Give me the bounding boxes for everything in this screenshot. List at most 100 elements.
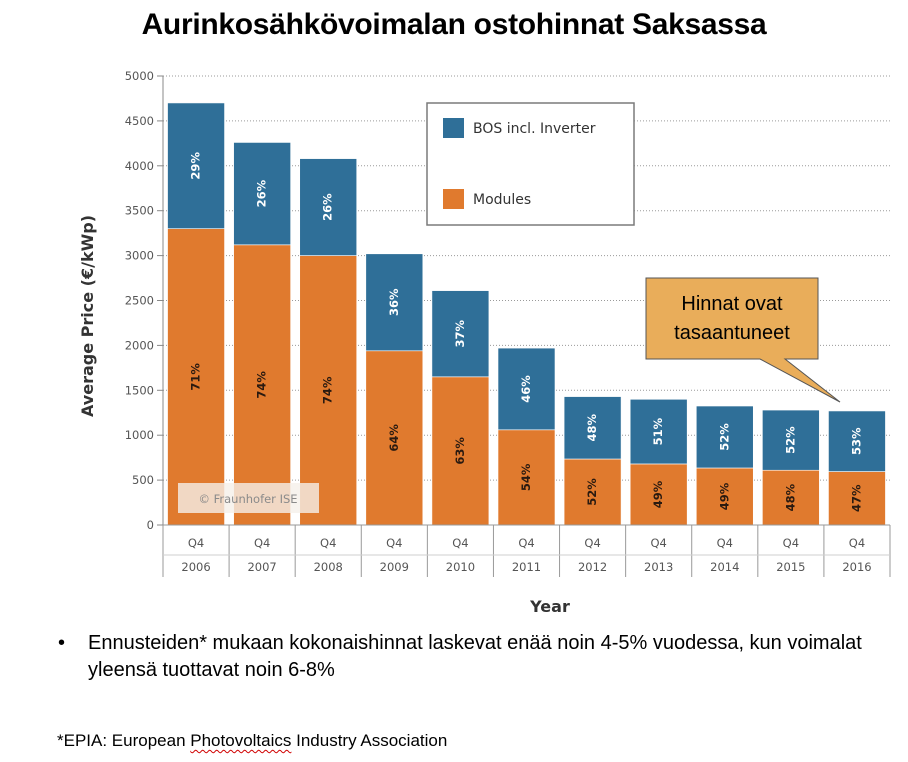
data-label-modules: 63%: [453, 437, 467, 465]
data-label-modules: 71%: [189, 363, 203, 391]
bar-bos: [629, 398, 688, 465]
x-tick-label-year: 2013: [644, 560, 673, 574]
data-label-bos: 48%: [585, 414, 599, 442]
bar-bos: [233, 142, 291, 246]
legend: BOS incl. Inverter Modules: [426, 102, 635, 226]
callout-bubble: [645, 277, 841, 403]
bar-modules: [629, 463, 688, 526]
callout-line-2: tasaantuneet: [674, 322, 790, 344]
y-tick-label: 3500: [125, 204, 154, 218]
bar-bos: [563, 396, 622, 460]
y-tick-label: 2000: [125, 338, 154, 352]
footnote: *EPIA: European Photovoltaics Industry A…: [57, 731, 447, 751]
bar-modules: [233, 244, 291, 526]
y-tick-label: 5000: [125, 69, 154, 83]
x-tick-label-quarter: Q4: [518, 536, 534, 550]
x-axis-title: Year: [529, 597, 570, 616]
x-tick-label-quarter: Q4: [188, 536, 204, 550]
x-tick-label-year: 2014: [710, 560, 739, 574]
bar-bos: [828, 410, 886, 472]
y-tick-label: 500: [132, 473, 154, 487]
data-label-bos: 52%: [783, 426, 797, 454]
x-tick-label-year: 2012: [578, 560, 607, 574]
y-tick-label: 4500: [125, 114, 154, 128]
x-tick-label-year: 2015: [776, 560, 805, 574]
bar-modules: [563, 458, 622, 526]
data-label-modules: 52%: [585, 478, 599, 506]
data-label-modules: 49%: [717, 482, 731, 510]
legend-swatch-bos: [443, 118, 464, 138]
x-tick-label-quarter: Q4: [386, 536, 402, 550]
callout-line-1: Hinnat ovat: [681, 293, 783, 315]
data-label-bos: 37%: [453, 319, 467, 347]
data-label-bos: 53%: [849, 427, 863, 455]
bar-bos: [299, 158, 358, 256]
bar-modules: [762, 469, 820, 526]
data-label-bos: 36%: [387, 288, 401, 316]
x-tick-label-quarter: Q4: [650, 536, 666, 550]
data-label-modules: 49%: [651, 480, 665, 508]
y-tick-label: 3000: [125, 249, 154, 263]
footnote-post: Industry Association: [291, 731, 448, 750]
bullet-point: • Ennusteiden* mukaan kokonaishinnat las…: [58, 630, 898, 684]
footnote-spellcheck-word: Photovoltaics: [190, 731, 292, 750]
y-tick-label: 0: [147, 518, 154, 532]
x-tick-label-year: 2011: [512, 560, 541, 574]
y-tick-label: 1500: [125, 383, 154, 397]
x-tick-label-quarter: Q4: [452, 536, 468, 550]
x-tick-label-quarter: Q4: [783, 536, 799, 550]
x-tick-label-quarter: Q4: [849, 536, 865, 550]
bar-bos: [167, 102, 225, 229]
bar-modules: [299, 255, 358, 526]
x-tick-label-year: 2016: [842, 560, 871, 574]
data-label-modules: 74%: [255, 371, 269, 399]
bar-bos: [695, 405, 754, 469]
legend-swatch-modules: [443, 189, 464, 209]
x-tick-label-quarter: Q4: [717, 536, 733, 550]
bar-modules: [167, 228, 225, 526]
data-label-modules: 74%: [321, 376, 335, 404]
x-tick-label-quarter: Q4: [584, 536, 600, 550]
bar-bos: [497, 347, 556, 431]
x-tick-label-year: 2006: [181, 560, 210, 574]
bullet-dot: •: [58, 632, 66, 654]
y-tick-label: 2500: [125, 294, 154, 308]
data-label-bos: 26%: [255, 179, 269, 207]
bar-bos: [762, 409, 820, 471]
data-label-modules: 64%: [387, 424, 401, 452]
x-tick-label-quarter: Q4: [320, 536, 336, 550]
callout-annotation: Hinnat ovat tasaantuneet: [645, 277, 841, 403]
data-label-modules: 47%: [849, 484, 863, 512]
x-tick-label-year: 2010: [446, 560, 475, 574]
y-tick-label: 4000: [125, 159, 154, 173]
bullet-text: Ennusteiden* mukaan kokonaishinnat laske…: [88, 632, 862, 681]
watermark: © Fraunhofer ISE: [178, 483, 319, 513]
y-axis: 0 500 1000 1500 2000 2500 3000 3500 4000 4500 5000: [125, 69, 164, 532]
bar-modules: [365, 350, 424, 526]
x-tick-label-year: 2009: [380, 560, 409, 574]
data-label-modules: 54%: [519, 463, 533, 491]
legend-label-modules: Modules: [473, 192, 531, 208]
y-axis-title: Average Price (€/kWp): [78, 215, 97, 417]
bar-bos: [431, 290, 490, 378]
bar-modules: [695, 467, 754, 526]
legend-label-bos: BOS incl. Inverter: [473, 121, 596, 137]
stacked-bar-chart: 0 500 1000 1500 2000 2500 3000 3500 4000 4500 5000…: [78, 69, 891, 616]
bar-bos: [365, 253, 424, 352]
data-label-bos: 51%: [651, 417, 665, 445]
data-label-modules: 48%: [783, 483, 797, 511]
bar-modules: [497, 429, 556, 526]
bars: 71% 29% 74% 26% 74% 26% 64% 36% 63% 37% 54% 46% 52% 4…: [167, 102, 886, 526]
x-axis: Q4 2006 Q4 2007 Q4 2008 Q4 2009 Q4 2010 Q4 2011 Q4 20…: [162, 524, 891, 577]
x-tick-label-year: 2007: [247, 560, 276, 574]
data-label-bos: 26%: [321, 193, 335, 221]
slide-title: Aurinkosähkövoimalan ostohinnat Saksassa: [141, 8, 767, 41]
footnote-pre: *EPIA: European: [57, 731, 191, 750]
data-label-bos: 29%: [189, 152, 203, 180]
x-tick-label-quarter: Q4: [254, 536, 270, 550]
data-label-bos: 46%: [519, 375, 533, 403]
x-tick-label-year: 2008: [314, 560, 343, 574]
y-tick-label: 1000: [125, 428, 154, 442]
watermark-text: © Fraunhofer ISE: [198, 492, 297, 506]
data-label-bos: 52%: [717, 423, 731, 451]
